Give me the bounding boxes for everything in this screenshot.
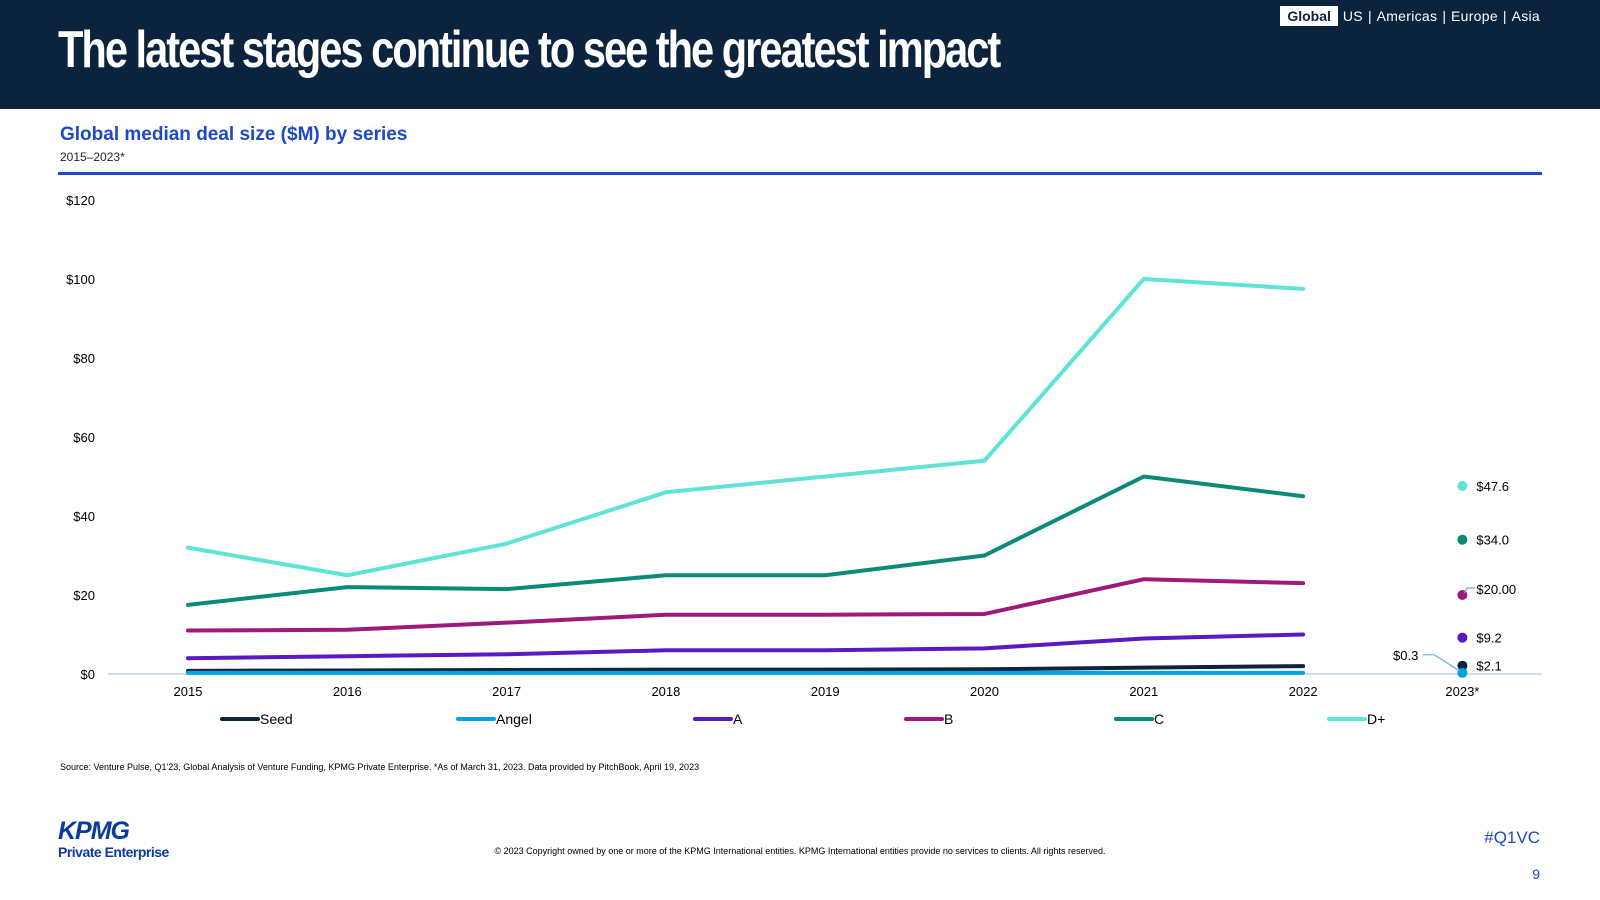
leader-line-b <box>1463 587 1476 594</box>
region-tab-us[interactable]: US <box>1342 8 1363 24</box>
data-label-d-plus: $47.6 <box>1476 479 1509 494</box>
chart-subtitle: 2015–2023* <box>60 150 125 164</box>
copyright-notice: © 2023 Copyright owned by one or more of… <box>494 846 1106 856</box>
data-label-angel: $0.3 <box>1393 648 1418 663</box>
hashtag: #Q1VC <box>1484 828 1540 847</box>
region-tab-asia[interactable]: Asia <box>1511 8 1540 24</box>
logo-subtitle: Private Enterprise <box>58 844 169 860</box>
page-title: The latest stages continue to see the gr… <box>58 21 1001 79</box>
x-tick-label: 2016 <box>333 684 362 699</box>
y-tick-label: $60 <box>73 430 95 445</box>
x-tick-label: 2021 <box>1129 684 1158 699</box>
leader-line-angel <box>1422 654 1460 672</box>
series-line-d-plus <box>186 277 1306 578</box>
x-tick-label: 2017 <box>492 684 521 699</box>
data-label-a: $9.2 <box>1476 631 1501 646</box>
region-tab-europe[interactable]: Europe <box>1450 8 1498 24</box>
legend-label-d-plus: D+ <box>1367 711 1385 727</box>
point-2023-a <box>1457 632 1468 643</box>
y-tick-label: $20 <box>73 588 95 603</box>
series-line-b <box>186 577 1306 633</box>
region-separator: | <box>1442 8 1446 24</box>
series-line-seed <box>186 664 1306 673</box>
point-2023-d-plus <box>1457 480 1468 491</box>
x-tick-label: 2022 <box>1289 684 1318 699</box>
x-tick-label: 2015 <box>174 684 203 699</box>
title-divider <box>58 172 1542 175</box>
legend-label-a: A <box>733 711 743 727</box>
chart-title: Global median deal size ($M) by series <box>60 124 408 145</box>
point-2023-c <box>1457 534 1468 545</box>
page-number: 9 <box>1532 866 1540 882</box>
data-label-seed: $2.1 <box>1476 659 1501 674</box>
data-label-b: $20.00 <box>1476 582 1516 597</box>
region-separator: | <box>1367 8 1372 24</box>
y-tick-label: $120 <box>66 193 95 208</box>
y-tick-label: $40 <box>73 509 95 524</box>
line-chart: $0 $20 $40 $60 $80 $100 $120 2015 2016 2017 2018 20… <box>66 193 1542 727</box>
logo-wordmark: KPMG <box>58 817 130 845</box>
x-tick-label: 2018 <box>651 684 680 699</box>
series-line-a <box>186 632 1306 661</box>
legend-label-b: B <box>944 711 953 727</box>
point-2023-seed <box>1457 660 1468 671</box>
region-separator: | <box>1502 8 1507 24</box>
legend-label-seed: Seed <box>260 711 293 727</box>
series-line-c <box>186 474 1306 607</box>
source-note: Source: Venture Pulse, Q1'23, Global Ana… <box>60 762 700 772</box>
legend-label-c: C <box>1154 711 1164 727</box>
region-tab-global[interactable]: Global <box>1280 6 1338 26</box>
x-tick-label: 2019 <box>811 684 840 699</box>
x-tick-label: 2023* <box>1445 684 1479 699</box>
region-nav: Global US | Americas | Europe | Asia <box>1280 6 1540 26</box>
x-tick-label: 2020 <box>970 684 999 699</box>
legend-label-angel: Angel <box>496 711 532 727</box>
region-tab-americas[interactable]: Americas <box>1376 8 1438 24</box>
y-tick-label: $80 <box>73 351 95 366</box>
point-2023-angel <box>1457 667 1468 678</box>
kpmg-logo: KPMG Private Enterprise <box>58 818 169 860</box>
header-bar: The latest stages continue to see the gr… <box>0 0 1600 109</box>
data-label-c: $34.0 <box>1476 533 1509 548</box>
y-tick-label: $100 <box>66 272 95 287</box>
y-tick-label: $0 <box>81 667 95 682</box>
